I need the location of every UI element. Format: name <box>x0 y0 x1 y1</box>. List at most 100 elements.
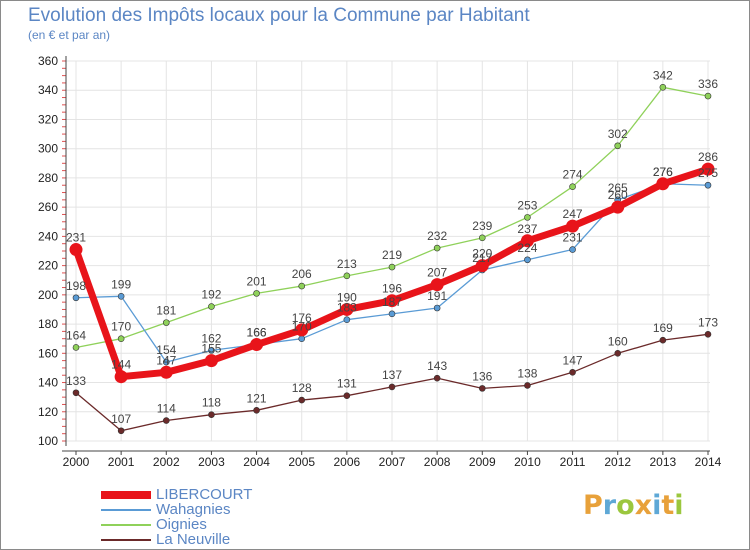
data-label: 201 <box>247 274 267 288</box>
data-point <box>162 319 170 326</box>
chart-subtitle: (en € et par an) <box>28 28 111 42</box>
y-tick-label: 220 <box>38 259 58 273</box>
data-point <box>659 336 667 344</box>
y-tick-label: 140 <box>38 376 58 390</box>
proxiti-logo: Proxiti <box>583 490 684 521</box>
x-tick-label: 2009 <box>469 455 496 469</box>
data-point <box>253 290 260 297</box>
data-label: 166 <box>247 326 267 340</box>
data-label: 207 <box>427 266 447 280</box>
x-tick-label: 2004 <box>243 455 270 469</box>
data-label: 154 <box>156 343 176 357</box>
data-point <box>569 183 576 190</box>
data-label: 336 <box>698 77 718 91</box>
data-point <box>569 246 576 253</box>
data-point <box>298 396 306 404</box>
legend-label: Wahagnies <box>156 501 231 518</box>
data-point <box>343 272 351 280</box>
legend-swatch <box>101 539 151 541</box>
data-label: 198 <box>66 279 86 293</box>
data-point <box>566 219 580 233</box>
data-label: 247 <box>563 207 583 221</box>
data-label: 260 <box>608 188 628 202</box>
y-tick-label: 300 <box>38 142 58 156</box>
logo-letter: i <box>652 490 662 521</box>
data-point <box>114 370 128 384</box>
data-label: 155 <box>201 342 221 356</box>
data-point <box>117 335 125 342</box>
data-point <box>524 382 531 389</box>
data-label: 302 <box>608 127 628 141</box>
data-label: 131 <box>337 377 357 391</box>
x-tick-label: 2006 <box>334 455 361 469</box>
x-tick-label: 2010 <box>514 455 541 469</box>
data-label: 187 <box>382 295 402 309</box>
legend-swatch <box>101 491 151 499</box>
data-point <box>475 259 489 273</box>
y-tick-label: 120 <box>38 405 58 419</box>
x-tick-label: 2003 <box>198 455 225 469</box>
data-label: 274 <box>563 168 583 182</box>
data-label: 173 <box>698 315 718 329</box>
data-point <box>253 407 260 414</box>
data-point <box>298 282 306 290</box>
data-point <box>478 234 486 242</box>
data-label: 160 <box>608 334 628 348</box>
data-label: 231 <box>66 231 86 245</box>
data-label: 196 <box>382 282 402 296</box>
data-point <box>72 344 80 351</box>
data-label: 183 <box>337 301 357 315</box>
data-point <box>208 411 215 418</box>
data-label: 237 <box>517 222 537 236</box>
data-point <box>117 427 125 435</box>
data-point <box>343 392 351 399</box>
data-label: 136 <box>472 369 492 383</box>
data-point <box>388 310 396 318</box>
legend-swatch <box>101 524 151 526</box>
data-label: 138 <box>517 366 537 380</box>
x-tick-label: 2001 <box>108 455 135 469</box>
data-point <box>162 358 170 366</box>
y-tick-label: 200 <box>38 288 58 302</box>
data-point <box>704 92 712 100</box>
data-label: 164 <box>66 328 86 342</box>
data-point <box>295 323 309 337</box>
data-point <box>478 385 486 392</box>
data-point <box>208 303 215 310</box>
data-point <box>659 84 667 91</box>
data-label: 133 <box>66 374 86 388</box>
data-label: 144 <box>111 358 131 372</box>
data-label: 143 <box>427 359 447 373</box>
data-point <box>72 389 80 397</box>
data-point <box>69 243 83 257</box>
data-point <box>704 181 712 189</box>
y-tick-label: 100 <box>38 434 58 448</box>
data-point <box>433 304 441 312</box>
logo-letter: i <box>674 490 684 521</box>
data-label: 265 <box>608 181 628 195</box>
data-point <box>433 244 441 252</box>
data-label: 276 <box>653 165 673 179</box>
data-point <box>388 383 396 391</box>
data-label: 276 <box>653 165 673 179</box>
data-label: 121 <box>247 391 267 405</box>
data-point <box>701 162 715 176</box>
data-point <box>520 234 534 248</box>
data-label: 190 <box>337 290 357 304</box>
chart-title: Evolution des Impôts locaux pour la Comm… <box>28 5 530 26</box>
data-point <box>614 350 622 357</box>
data-point <box>159 365 173 379</box>
data-label: 170 <box>292 320 312 334</box>
y-tick-label: 260 <box>38 200 58 214</box>
data-label: 192 <box>201 288 221 302</box>
logo-letter: P <box>583 490 603 521</box>
x-tick-label: 2014 <box>695 455 722 469</box>
data-label: 191 <box>427 289 447 303</box>
data-point <box>656 177 670 191</box>
x-tick-label: 2007 <box>379 455 406 469</box>
legend-label: La Neuville <box>156 531 231 548</box>
data-point <box>388 263 396 271</box>
data-point <box>569 369 576 376</box>
data-label: 199 <box>111 277 131 291</box>
legend-label: LIBERCOURT <box>156 486 253 503</box>
